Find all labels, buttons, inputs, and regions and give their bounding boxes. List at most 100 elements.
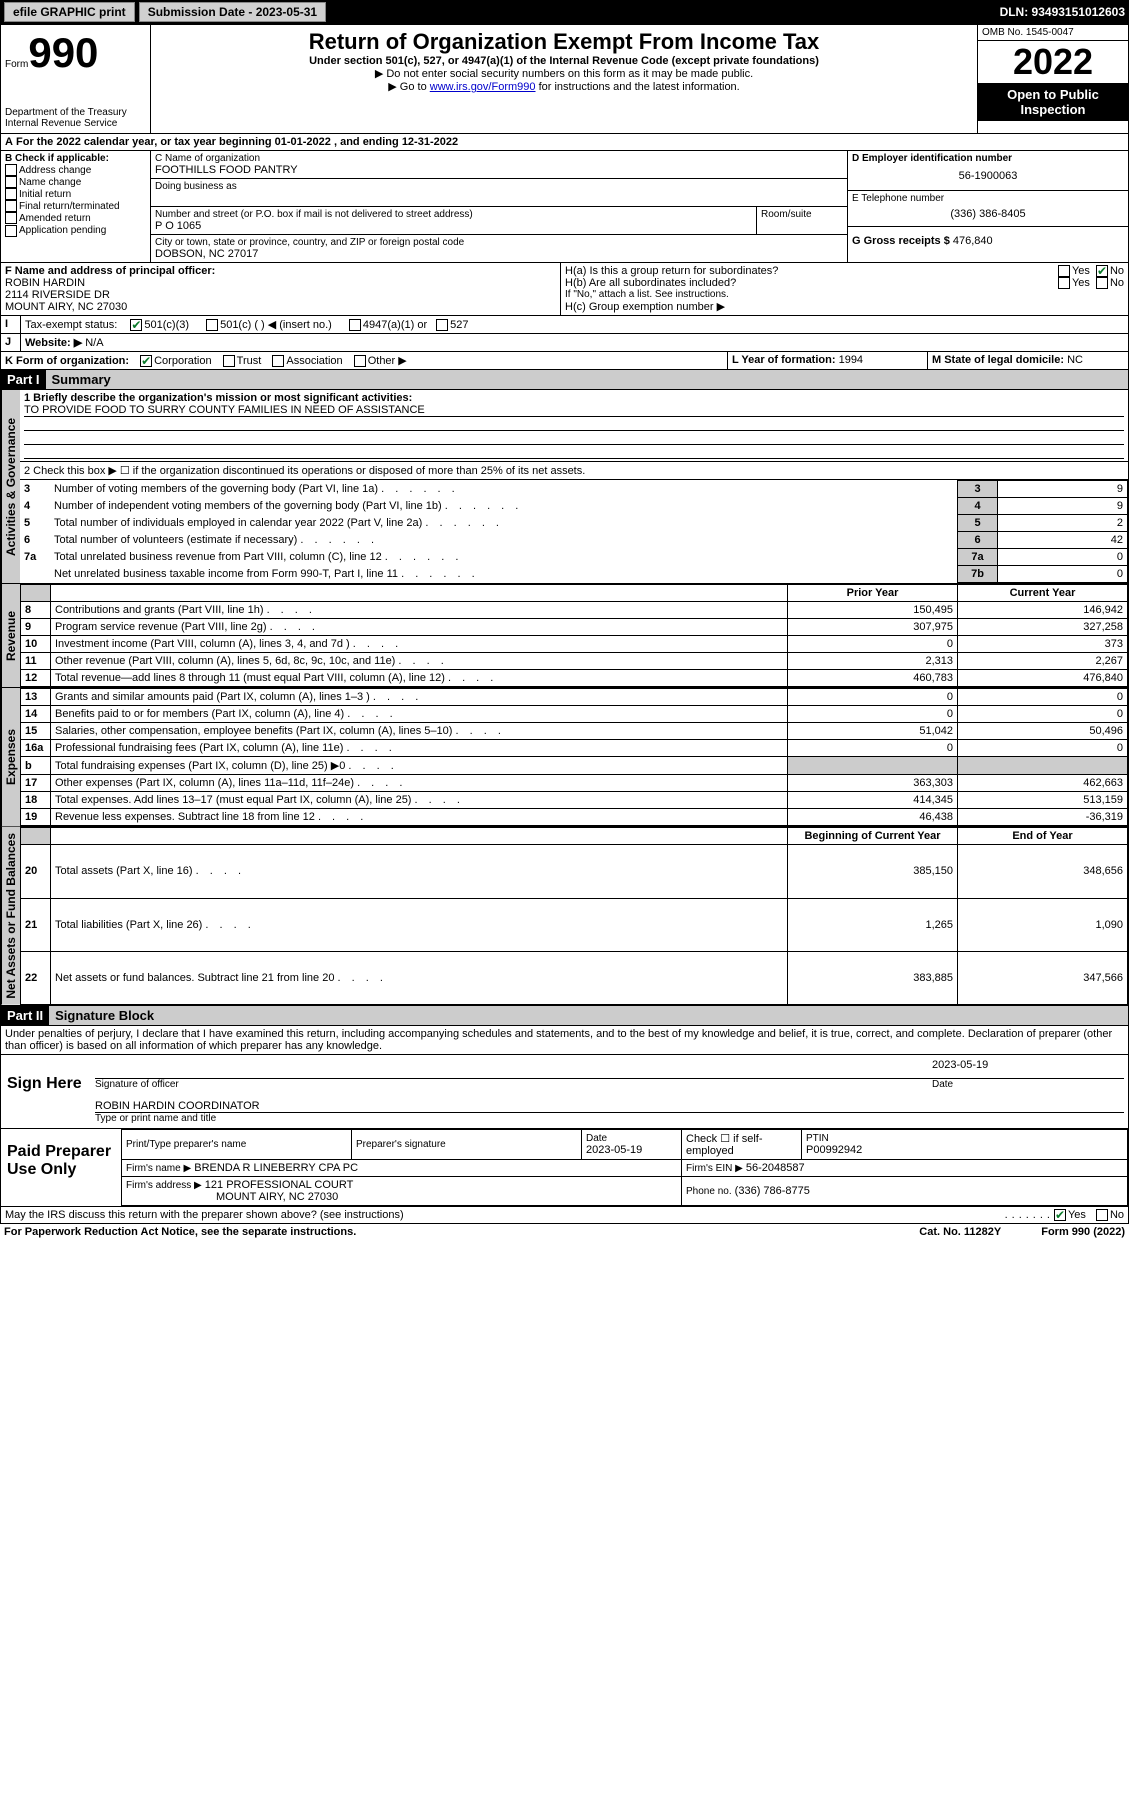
col-end: End of Year (958, 828, 1128, 845)
expenses-table: 13 Grants and similar amounts paid (Part… (20, 688, 1128, 826)
topbar: efile GRAPHIC print Submission Date - 20… (0, 0, 1129, 24)
chk-initial[interactable]: Initial return (5, 188, 146, 200)
line-a: A For the 2022 calendar year, or tax yea… (0, 134, 1129, 151)
form-number: 990 (28, 29, 98, 76)
table-row: 17 Other expenses (Part IX, column (A), … (21, 775, 1128, 792)
j-row: J Website: ▶ N/A (0, 334, 1129, 352)
chk-assoc[interactable]: Association (272, 355, 342, 367)
revenue-block: Revenue Prior Year Current Year 8 Contri… (0, 584, 1129, 688)
lbl-527: 527 (450, 319, 468, 331)
goto-post: for instructions and the latest informat… (536, 81, 740, 93)
gov-table: 3 Number of voting members of the govern… (20, 480, 1128, 583)
line-a-begin: 01-01-2022 (275, 136, 331, 148)
table-row: 13 Grants and similar amounts paid (Part… (21, 689, 1128, 706)
efile-button[interactable]: efile GRAPHIC print (4, 2, 135, 22)
chk-initial-label: Initial return (19, 189, 71, 200)
form-note-ssn: ▶ Do not enter social security numbers o… (155, 67, 973, 80)
chk-527[interactable]: 527 (436, 319, 468, 331)
table-row: 4 Number of independent voting members o… (20, 498, 1128, 515)
chk-amended[interactable]: Amended return (5, 212, 146, 224)
lbl-501c3: 501(c)(3) (144, 319, 189, 331)
firm-addr1: 121 PROFESSIONAL COURT (205, 1179, 354, 1191)
chk-pending-label: Application pending (19, 225, 106, 236)
hb-yes-label: Yes (1072, 277, 1090, 289)
table-row: 14 Benefits paid to or for members (Part… (21, 706, 1128, 723)
chk-other[interactable]: Other ▶ (354, 355, 407, 367)
lbl-other: Other ▶ (368, 355, 407, 367)
col-current: Current Year (958, 585, 1128, 602)
firm-phone-label: Phone no. (686, 1186, 732, 1197)
hb-yes[interactable]: Yes (1058, 277, 1090, 289)
ha-no-label: No (1110, 265, 1124, 277)
chk-501c[interactable]: 501(c) ( ) ◀ (insert no.) (206, 319, 332, 331)
chk-address[interactable]: Address change (5, 164, 146, 176)
ha-no[interactable]: No (1096, 265, 1124, 277)
pp-name-label: Print/Type preparer's name (126, 1139, 347, 1150)
chk-trust[interactable]: Trust (223, 355, 262, 367)
bcd-block: B Check if applicable: Address change Na… (0, 151, 1129, 263)
expenses-block: Expenses 13 Grants and similar amounts p… (0, 688, 1129, 827)
chk-4947[interactable]: 4947(a)(1) or (349, 319, 427, 331)
col-begin: Beginning of Current Year (788, 828, 958, 845)
form-subtitle-1: Under section 501(c), 527, or 4947(a)(1)… (155, 55, 973, 67)
pp-date-label: Date (586, 1133, 677, 1144)
chk-501c3[interactable]: 501(c)(3) (130, 319, 189, 331)
box-f-label: F Name and address of principal officer: (5, 265, 556, 277)
ha-label: H(a) Is this a group return for subordin… (565, 265, 1058, 277)
discuss-label: May the IRS discuss this return with the… (5, 1209, 1005, 1221)
firm-phone: (336) 786-8775 (735, 1185, 810, 1197)
discuss-row: May the IRS discuss this return with the… (0, 1207, 1129, 1224)
hb-label: H(b) Are all subordinates included? (565, 277, 1058, 289)
table-row: 18 Total expenses. Add lines 13–17 (must… (21, 792, 1128, 809)
table-row: 15 Salaries, other compensation, employe… (21, 723, 1128, 740)
line1-label: 1 Briefly describe the organization's mi… (24, 392, 1124, 404)
dept-label: Department of the Treasury (5, 107, 146, 118)
form990-link[interactable]: www.irs.gov/Form990 (430, 81, 536, 93)
table-row: 3 Number of voting members of the govern… (20, 481, 1128, 498)
goto-pre: ▶ Go to (388, 81, 429, 93)
discuss-no[interactable]: No (1096, 1209, 1124, 1221)
pp-sig-label: Preparer's signature (356, 1139, 577, 1150)
table-row: 21 Total liabilities (Part X, line 26) .… (21, 898, 1128, 951)
chk-corp[interactable]: Corporation (140, 355, 211, 367)
hb-no[interactable]: No (1096, 277, 1124, 289)
org-addr: P O 1065 (155, 220, 752, 232)
org-city: DOBSON, NC 27017 (155, 248, 843, 260)
city-label: City or town, state or province, country… (155, 237, 843, 248)
chk-final[interactable]: Final return/terminated (5, 200, 146, 212)
addr-label: Number and street (or P.O. box if mail i… (155, 209, 752, 220)
table-row: b Total fundraising expenses (Part IX, c… (21, 757, 1128, 775)
box-d-label: D Employer identification number (852, 153, 1124, 164)
pp-check[interactable]: Check ☐ if self-employed (682, 1129, 802, 1159)
box-c-label: C Name of organization (155, 153, 843, 164)
box-j-label: Website: ▶ (25, 337, 82, 349)
sig-date: 2023-05-19 (924, 1059, 1124, 1079)
website-value: N/A (85, 337, 103, 349)
part2-title: Signature Block (49, 1006, 1128, 1025)
sig-name-label: Type or print name and title (95, 1113, 1124, 1124)
part1-bar: Part I Summary (0, 370, 1129, 390)
klm-row: K Form of organization: Corporation Trus… (0, 352, 1129, 370)
lbl-corp: Corporation (154, 355, 211, 367)
table-row: 22 Net assets or fund balances. Subtract… (21, 951, 1128, 1004)
ha-yes[interactable]: Yes (1058, 265, 1090, 277)
table-row: 10 Investment income (Part VIII, column … (21, 636, 1128, 653)
phone-value: (336) 386-8405 (852, 204, 1124, 224)
col-prior: Prior Year (788, 585, 958, 602)
line2: 2 Check this box ▶ ☐ if the organization… (20, 462, 1128, 480)
table-row: 11 Other revenue (Part VIII, column (A),… (21, 653, 1128, 670)
sig-officer-label: Signature of officer (95, 1079, 924, 1090)
table-row: 16a Professional fundraising fees (Part … (21, 740, 1128, 757)
tax-year: 2022 (978, 41, 1128, 83)
submission-date-button[interactable]: Submission Date - 2023-05-31 (139, 2, 326, 22)
year-formation: 1994 (839, 354, 863, 366)
chk-pending[interactable]: Application pending (5, 224, 146, 236)
ptin-label: PTIN (806, 1133, 1123, 1144)
form-word: Form (5, 59, 28, 70)
chk-name[interactable]: Name change (5, 176, 146, 188)
box-e-label: E Telephone number (852, 193, 1124, 204)
firm-addr-label: Firm's address ▶ (126, 1180, 202, 1191)
discuss-yes[interactable]: Yes (1054, 1209, 1086, 1221)
open-public-badge: Open to Public Inspection (978, 83, 1128, 121)
officer-addr2: MOUNT AIRY, NC 27030 (5, 301, 556, 313)
